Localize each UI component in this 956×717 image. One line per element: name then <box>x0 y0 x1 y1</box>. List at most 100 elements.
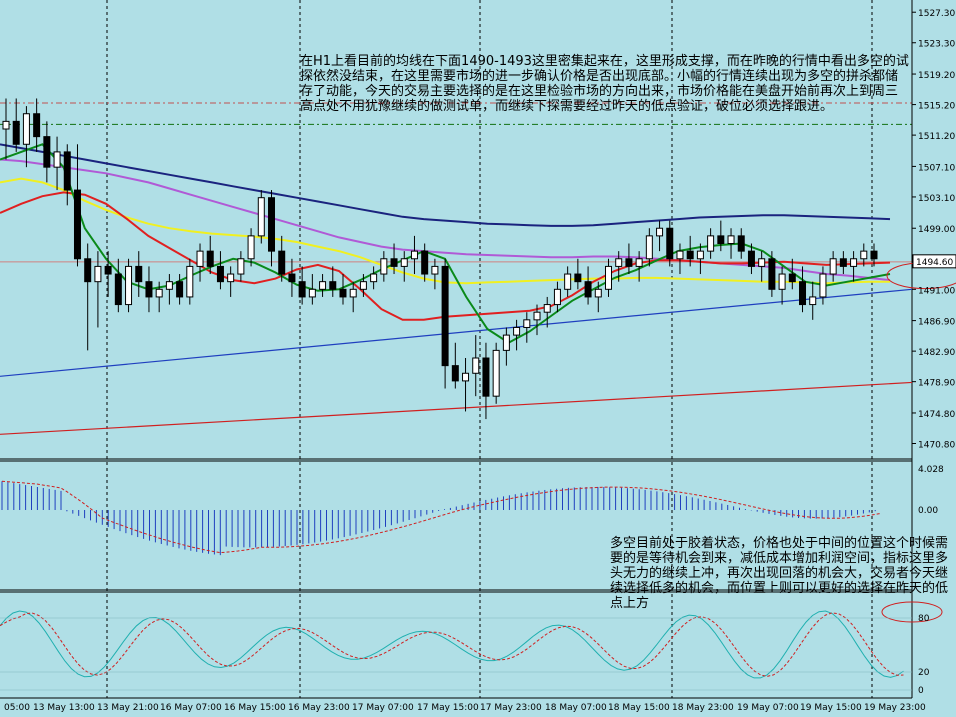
candle-body <box>43 136 51 168</box>
price-tick-label: 1486.90 <box>918 318 955 328</box>
candle-body <box>349 288 357 298</box>
candles <box>2 98 878 420</box>
price-tick-label: 1499.00 <box>918 225 955 235</box>
time-tick-label: 18 May 15:00 <box>608 703 670 713</box>
current-price-label: 1494.60 <box>916 258 953 268</box>
candle-body <box>482 357 490 397</box>
candle-body <box>788 273 796 283</box>
candle-body <box>696 250 704 260</box>
candle-body <box>176 281 184 298</box>
candle-body <box>666 227 674 260</box>
candle-body <box>339 288 347 298</box>
time-tick-label: 16 May 23:00 <box>288 703 350 713</box>
current-price-box <box>912 254 956 269</box>
candle-body <box>84 258 92 283</box>
stochastic-highlight-circle <box>881 601 943 623</box>
candle-body <box>288 273 296 283</box>
candle-body <box>12 120 20 145</box>
candle-body <box>574 273 582 283</box>
candle-body <box>186 265 194 298</box>
candle-body <box>53 151 61 168</box>
axes: 1527.30 1523.30 1519.20 1515.20 1511.20 1507.… <box>0 9 956 713</box>
time-tick-label: 17 May 15:00 <box>417 703 479 713</box>
candle-body <box>2 120 10 130</box>
candle-body <box>543 304 551 313</box>
stochastic-tick-label: 0 <box>918 686 924 696</box>
candle-body <box>839 258 847 267</box>
time-tick-label: 19 May 23:00 <box>864 703 926 713</box>
candle-body <box>94 265 102 283</box>
price-tick-label: 1523.30 <box>918 40 955 50</box>
candle-body <box>768 258 776 290</box>
candle-body <box>329 281 337 290</box>
time-tick-label: 18 May 23:00 <box>672 703 734 713</box>
candle-body <box>809 296 817 306</box>
candle-body <box>870 250 878 260</box>
candle-body <box>63 151 71 191</box>
candle-body <box>615 258 623 267</box>
price-tick-label: 1511.20 <box>918 132 955 142</box>
candle-body <box>125 265 133 306</box>
candle-body <box>472 357 480 374</box>
candle-body <box>635 258 643 267</box>
candle-body <box>359 281 367 290</box>
candle-body <box>22 113 30 145</box>
time-tick-label: 17 May 23:00 <box>480 703 542 713</box>
candle-body <box>155 288 163 298</box>
candle-body <box>196 250 204 267</box>
price-tick-label: 1519.20 <box>918 71 955 81</box>
time-tick-label: 13 May 21:00 <box>97 703 159 713</box>
candle-body <box>380 258 388 275</box>
candle-body <box>33 113 41 138</box>
candle-body <box>513 326 521 336</box>
price-tick-label: 1507.10 <box>918 163 955 173</box>
price-tick-label: 1470.80 <box>918 440 955 450</box>
candle-body <box>206 250 214 267</box>
ascending-trendline-red <box>0 381 913 435</box>
time-tick-label: 16 May 07:00 <box>160 703 222 713</box>
candle-body <box>462 372 470 382</box>
candle-body <box>553 288 561 306</box>
candle-body <box>298 281 306 298</box>
candle-body <box>645 235 653 260</box>
candle-body <box>727 235 735 245</box>
candle-body <box>819 273 827 298</box>
macd-signal-line <box>1 480 882 554</box>
grid-lines <box>0 0 913 699</box>
time-tick-label: 18 May 07:00 <box>545 703 607 713</box>
candle-body <box>268 197 276 252</box>
candle-body <box>431 265 439 275</box>
candle-body <box>421 250 429 275</box>
moving-average-line <box>0 143 891 227</box>
price-tick-label: 1527.30 <box>918 9 955 19</box>
macd-tick-label: 4.028 <box>918 465 944 475</box>
candle-body <box>370 273 378 283</box>
candle-body <box>604 265 612 290</box>
candle-body <box>502 334 510 351</box>
ascending-trendline-blue <box>0 288 913 377</box>
candle-body <box>829 258 837 275</box>
candle-body <box>625 258 633 267</box>
stochastic-panel <box>0 601 943 679</box>
macd-panel <box>1 480 882 556</box>
candle-body <box>451 365 459 382</box>
candle-body <box>594 288 602 298</box>
candle-body <box>533 311 541 321</box>
candle-body <box>686 250 694 260</box>
candle-body <box>227 273 235 283</box>
trend-lines <box>0 288 913 435</box>
time-tick-label: 05:00 <box>4 703 30 713</box>
candle-body <box>564 273 572 290</box>
candle-body <box>257 197 265 237</box>
candle-body <box>400 258 408 267</box>
candle-body <box>778 273 786 290</box>
time-tick-label: 17 May 07:00 <box>352 703 414 713</box>
candle-body <box>860 250 868 260</box>
candle-body <box>717 235 725 245</box>
candle-body <box>850 258 858 267</box>
candle-body <box>278 250 286 275</box>
candle-body <box>247 235 255 260</box>
stochastic-main-line <box>0 610 904 679</box>
